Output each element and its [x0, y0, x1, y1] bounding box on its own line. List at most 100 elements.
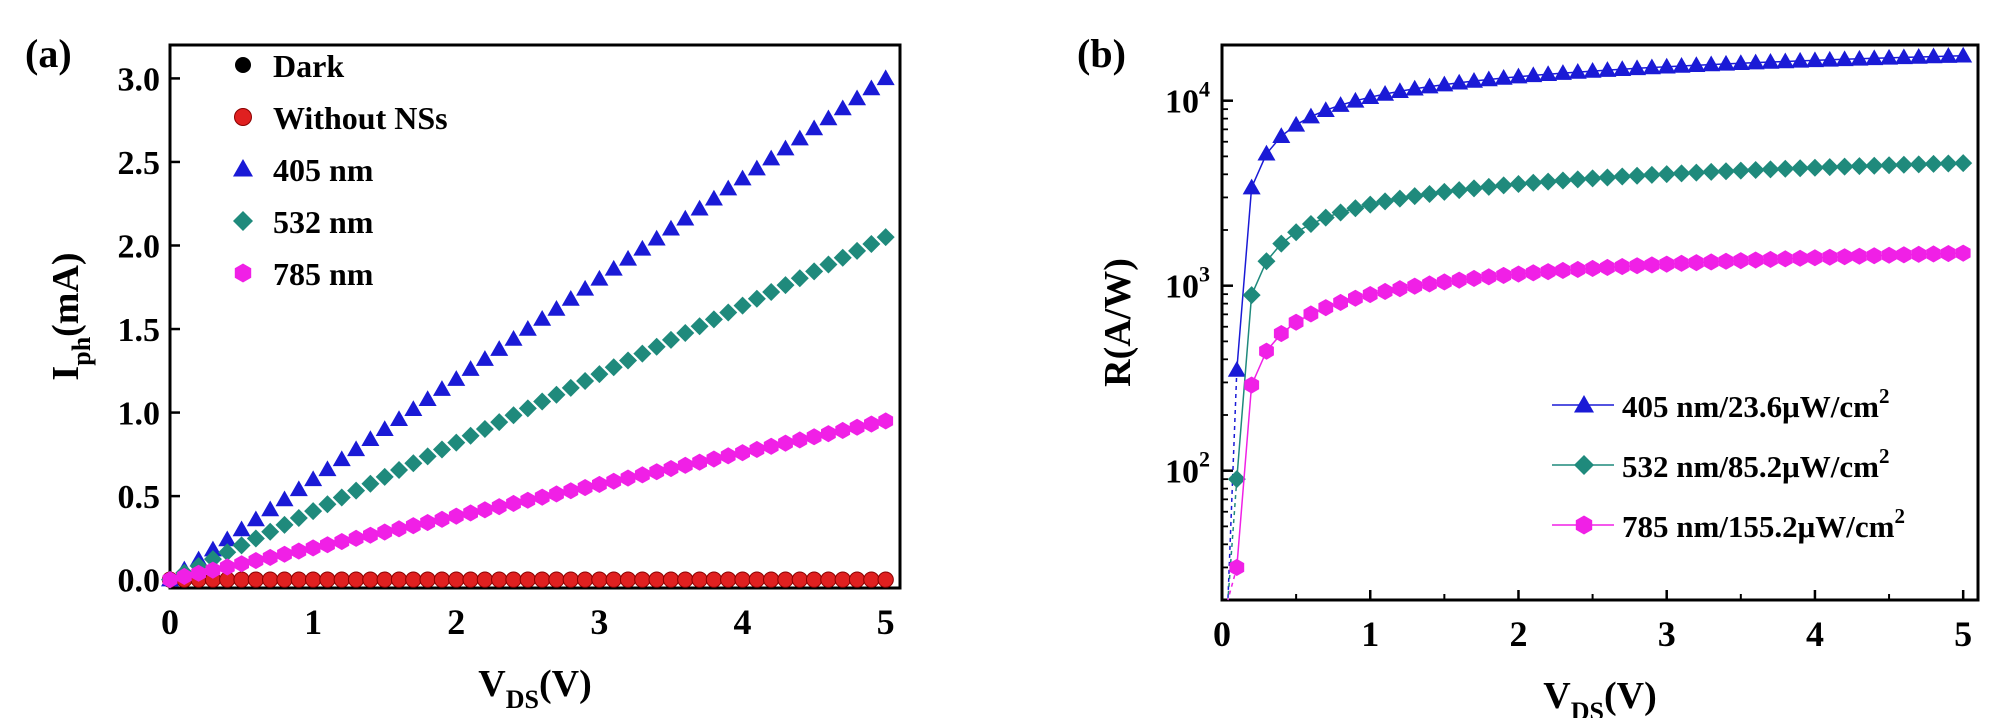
data-point [277, 545, 292, 563]
data-point [1583, 62, 1602, 78]
data-point [1835, 157, 1854, 176]
data-point [662, 571, 680, 588]
data-point [304, 470, 323, 487]
data-point [749, 440, 765, 458]
data-point [820, 571, 837, 588]
data-point [619, 249, 638, 266]
data-point [577, 479, 593, 497]
data-point [763, 571, 780, 588]
data-point [390, 571, 408, 588]
data-point [1792, 249, 1808, 267]
data-point [720, 571, 737, 588]
data-point [1346, 91, 1365, 108]
data-point [1881, 246, 1897, 264]
data-point [377, 523, 393, 541]
data-point [275, 490, 294, 507]
data-point [735, 444, 750, 462]
y-axis-label-main: I [45, 366, 87, 381]
legend-label: 785 nm/155.2μW/cm2 [1622, 504, 1905, 544]
legend-marker [234, 108, 252, 126]
data-point [633, 344, 652, 363]
data-point [1509, 67, 1528, 84]
data-point [1568, 170, 1587, 189]
data-point [834, 571, 851, 588]
data-point [519, 571, 536, 588]
data-point [1377, 282, 1393, 300]
x-axis-label-tail: (V) [1604, 675, 1657, 717]
data-point [390, 461, 409, 480]
data-point [347, 571, 365, 588]
data-point [1731, 54, 1750, 70]
data-point [1924, 47, 1943, 64]
data-point [1287, 115, 1306, 132]
data-point [461, 360, 480, 376]
data-point [691, 571, 708, 588]
legend-label: 532 nm/85.2μW/cm2 [1622, 444, 1889, 484]
data-point [506, 494, 521, 512]
data-point [1227, 361, 1246, 377]
data-point [1450, 73, 1469, 90]
data-point [348, 529, 364, 547]
data-point [1407, 277, 1423, 295]
data-point [1450, 181, 1469, 200]
data-point [862, 234, 881, 253]
data-point [318, 460, 337, 477]
data-point [1405, 79, 1424, 96]
data-point [1926, 245, 1941, 263]
data-point [246, 510, 265, 527]
data-point [333, 571, 350, 588]
legend-label: Dark [273, 48, 344, 84]
data-point [1776, 159, 1795, 178]
data-point [1316, 101, 1335, 117]
data-point [547, 299, 566, 316]
data-point [864, 415, 879, 433]
data-point [1539, 65, 1558, 81]
legend-marker [1574, 455, 1594, 475]
data-point [1703, 253, 1719, 271]
data-point [1657, 165, 1676, 184]
data-point [276, 571, 293, 588]
y-tick-exponent: 2 [1199, 447, 1210, 472]
data-point [1954, 154, 1973, 173]
data-point [490, 340, 509, 356]
y-tick-base: 10 [1165, 454, 1199, 491]
legend-label-text: 532 nm/85.2μW/cm [1622, 449, 1879, 484]
x-tick-label: 3 [590, 602, 608, 642]
data-point [504, 330, 523, 346]
data-point [778, 434, 793, 452]
data-point [305, 539, 321, 557]
data-point [1465, 72, 1483, 88]
data-point [1776, 52, 1795, 69]
data-point [776, 276, 795, 295]
data-point [1481, 268, 1497, 286]
data-point [1511, 265, 1526, 283]
data-point [1553, 171, 1572, 190]
data-point [1837, 248, 1852, 266]
data-point [819, 255, 838, 274]
data-point [247, 571, 265, 588]
data-point [676, 324, 695, 343]
data-point [1272, 234, 1291, 253]
data-point [504, 406, 523, 425]
data-point [1850, 157, 1869, 176]
data-point [462, 571, 479, 588]
legend-marker [1575, 515, 1593, 535]
data-point [1435, 75, 1454, 92]
data-point [562, 571, 579, 588]
legend-label: 405 nm [273, 152, 374, 188]
y-axis-label-sub: ph [67, 336, 96, 365]
y-tick-label: 1.5 [118, 312, 161, 349]
data-point [576, 371, 595, 390]
data-point [1688, 254, 1704, 272]
data-point [620, 469, 636, 487]
data-point [291, 542, 307, 560]
data-point [1805, 158, 1824, 177]
data-point [1346, 199, 1365, 218]
data-point [1583, 169, 1602, 188]
data-point [590, 269, 609, 286]
legend-label-sup: 2 [1894, 504, 1905, 528]
data-point [563, 482, 579, 500]
data-point [361, 474, 380, 493]
data-point [318, 495, 337, 514]
data-point [733, 296, 752, 315]
